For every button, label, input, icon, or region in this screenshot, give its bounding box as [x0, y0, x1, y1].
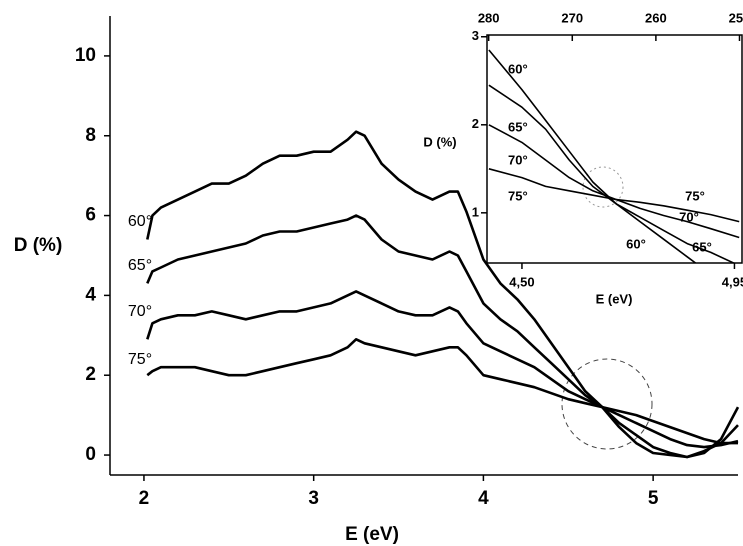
x-tick-label: 2 — [139, 488, 150, 509]
highlight-circle — [561, 358, 653, 450]
x2-tick-label: 270 — [561, 10, 583, 25]
series-label: 60° — [128, 213, 152, 230]
series-line — [146, 130, 740, 459]
y-axis-label: D (%) — [14, 235, 63, 256]
y-tick-label: 2 — [472, 116, 479, 131]
y-tick-label: 8 — [85, 125, 96, 146]
series-label: 70° — [679, 209, 699, 224]
series-label: 75° — [128, 351, 152, 368]
series-label: 60° — [626, 236, 646, 251]
x-tick-label: 5 — [648, 488, 659, 509]
x-tick-label: 4,95 — [722, 274, 743, 289]
series-line — [146, 214, 739, 459]
inset-highlight-circle — [582, 166, 624, 208]
series-line — [488, 168, 740, 223]
x2-tick-label: 250 — [729, 10, 743, 25]
y-tick-label: 6 — [85, 205, 96, 226]
series-label: 70° — [508, 152, 528, 167]
y-tick-label: 3 — [472, 28, 479, 43]
series-label: 65° — [508, 119, 528, 134]
y-axis-label: D (%) — [423, 134, 456, 149]
series-label: 65° — [692, 239, 712, 254]
x-tick-label: 3 — [308, 488, 319, 509]
series-label: 75° — [685, 188, 705, 203]
y-tick-label: 1 — [472, 204, 479, 219]
x2-tick-label: 280 — [478, 10, 500, 25]
series-label: 65° — [128, 257, 152, 274]
x-axis-label: E (eV) — [345, 524, 399, 545]
y-tick-label: 4 — [85, 284, 96, 305]
series-label: 70° — [128, 303, 152, 320]
series-line — [488, 84, 736, 263]
series-line — [146, 338, 738, 445]
x-tick-label: 4 — [478, 488, 489, 509]
series-label: 75° — [508, 188, 528, 203]
y-tick-label: 0 — [85, 444, 96, 465]
x-axis-label: E (eV) — [596, 291, 633, 306]
y-tick-label: 10 — [75, 45, 96, 66]
y-tick-label: 2 — [85, 364, 96, 385]
series-label: 60° — [508, 61, 528, 76]
series-line — [146, 290, 739, 449]
x-tick-label: 4,50 — [509, 274, 534, 289]
plot-area — [146, 130, 740, 459]
plot-area — [488, 49, 740, 263]
x2-tick-label: 260 — [645, 10, 667, 25]
